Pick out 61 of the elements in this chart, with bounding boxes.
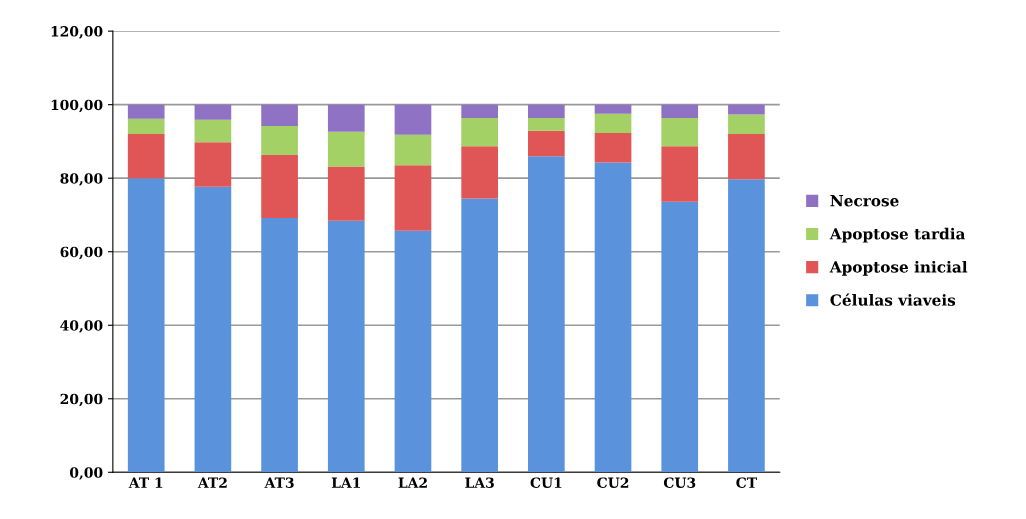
bar [194, 186, 232, 473]
legend-label: Apoptose tardia [829, 227, 966, 243]
bar [261, 155, 298, 218]
bar [728, 134, 765, 180]
bar [261, 104, 298, 126]
bar [327, 131, 365, 167]
bar [127, 178, 165, 473]
bar [594, 162, 632, 473]
x-tick-label: CU2 [597, 477, 629, 488]
y-tick-label: 80,00 [60, 173, 103, 186]
bar [127, 134, 165, 179]
bar [661, 117, 699, 147]
bar [594, 113, 632, 133]
bar [461, 146, 498, 199]
x-tick-label: CT [736, 477, 757, 488]
bar [461, 104, 498, 118]
bar [327, 166, 365, 221]
y-tick-label: 60,00 [60, 246, 103, 260]
legend-label: Apoptose inicial [829, 260, 968, 276]
bar [594, 104, 632, 114]
y-tick-label: 40,00 [60, 320, 103, 333]
x-tick-label: LA1 [331, 477, 360, 488]
bar [461, 117, 498, 147]
bar [661, 104, 699, 118]
x-tick-label: LA3 [465, 477, 494, 488]
bar [661, 201, 699, 473]
y-tick-label: 100,00 [51, 99, 103, 113]
bar [261, 217, 298, 473]
bar [728, 104, 765, 115]
bar [728, 114, 765, 135]
bar [528, 104, 565, 118]
bar [528, 130, 565, 157]
bar [528, 117, 565, 131]
x-tick-label: LA2 [398, 477, 427, 488]
bar [594, 132, 632, 163]
bar [728, 179, 765, 473]
bar [661, 146, 699, 202]
x-tick-label: CU1 [530, 477, 562, 488]
bar [261, 125, 298, 156]
bar [394, 165, 432, 231]
legend-label: Necrose [830, 195, 899, 207]
y-tick-label: 20,00 [60, 393, 103, 407]
bar [194, 142, 232, 187]
bar [194, 104, 232, 120]
bar [327, 220, 365, 473]
y-tick-label: 0,00 [69, 467, 103, 480]
bar [394, 104, 432, 135]
x-tick-label: AT2 [197, 477, 227, 488]
y-tick-label: 120,00 [51, 26, 103, 39]
bar [394, 230, 432, 473]
legend-label: Células viaveis [830, 293, 956, 306]
bar [327, 104, 365, 132]
bar [127, 118, 165, 135]
x-tick-label: AT3 [264, 477, 294, 488]
x-tick-label: CU3 [663, 477, 696, 488]
bar [528, 156, 565, 473]
x-tick-label: AT 1 [128, 477, 163, 488]
bar [194, 119, 232, 143]
bar [461, 198, 498, 473]
bar [394, 134, 432, 166]
bar [127, 104, 165, 119]
